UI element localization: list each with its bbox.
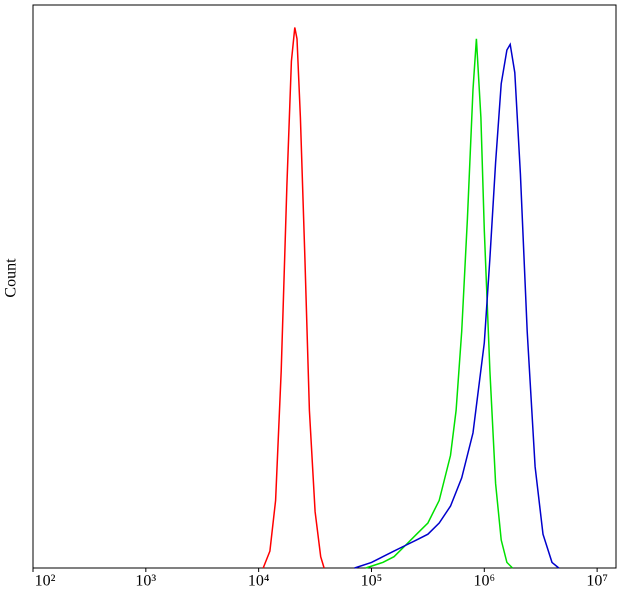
histogram-line [262, 27, 325, 569]
x-tick-label: 10³ [135, 573, 156, 590]
x-tick-label: 10⁷ [586, 573, 608, 590]
histogram-line [365, 38, 514, 569]
x-tick-label: 10⁶ [474, 573, 496, 590]
plot-frame [32, 4, 617, 569]
x-tick-label: 10⁴ [248, 573, 270, 590]
x-tick-label: 10⁵ [361, 573, 383, 590]
histogram-line [354, 42, 560, 569]
x-tick-label: 10² [35, 573, 56, 590]
y-axis-label: Count [3, 258, 20, 298]
